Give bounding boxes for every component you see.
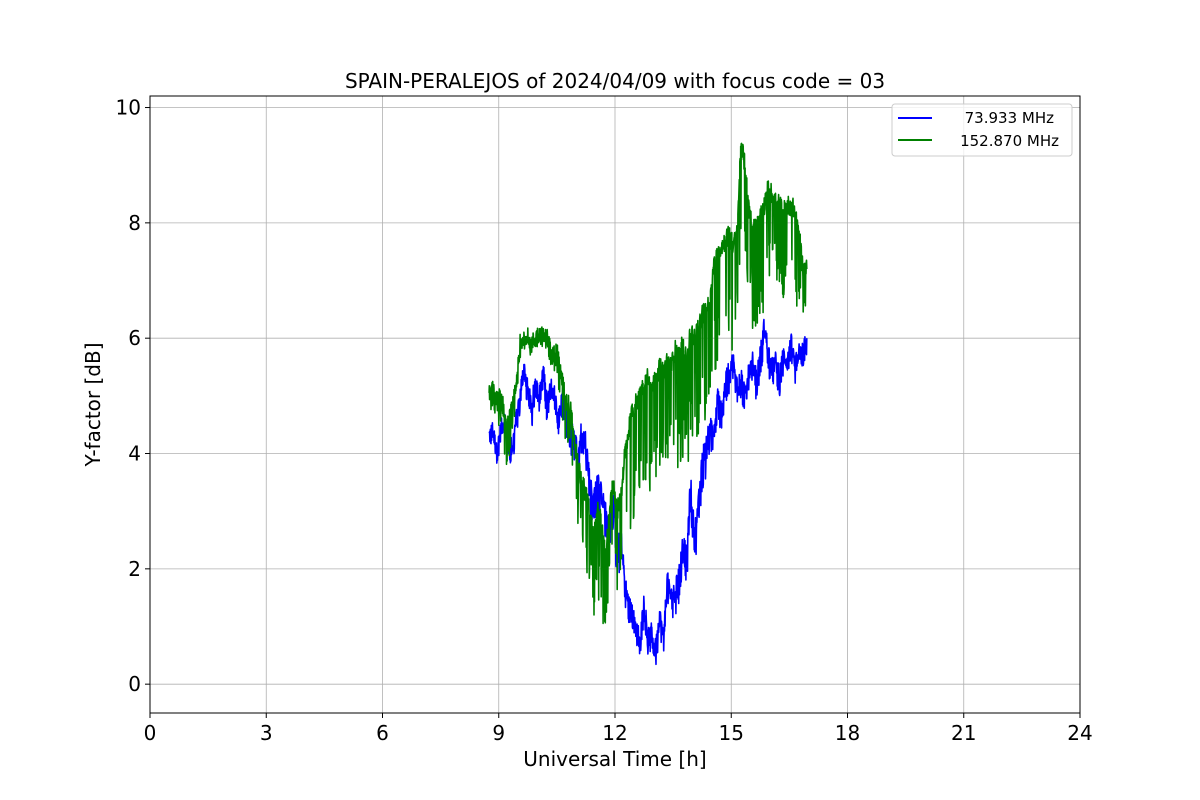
x-tick-label: 3 bbox=[260, 721, 273, 745]
legend-label-73933: 73.933 MHz bbox=[965, 109, 1054, 127]
series-line-0 bbox=[488, 318, 808, 666]
y-tick-label: 2 bbox=[128, 557, 141, 581]
legend-label-152870: 152.870 MHz bbox=[960, 132, 1059, 150]
x-tick-label: 12 bbox=[602, 721, 627, 745]
y-tick-label: 0 bbox=[128, 672, 141, 696]
y-tick-label: 4 bbox=[128, 442, 141, 466]
x-tick-label: 21 bbox=[951, 721, 976, 745]
x-tick-label: 0 bbox=[144, 721, 157, 745]
chart-title: SPAIN-PERALEJOS of 2024/04/09 with focus… bbox=[345, 69, 885, 93]
series-layer bbox=[488, 142, 808, 666]
y-axis-label: Y-factor [dB] bbox=[81, 342, 105, 467]
series-line-1 bbox=[488, 142, 808, 625]
x-axis-label: Universal Time [h] bbox=[523, 747, 706, 771]
x-tick-label: 15 bbox=[719, 721, 744, 745]
legend-box bbox=[891, 103, 1073, 157]
x-tick-label: 6 bbox=[376, 721, 389, 745]
x-tick-label: 24 bbox=[1067, 721, 1092, 745]
y-tick-label: 10 bbox=[116, 96, 141, 120]
legend: 73.933 MHz 152.870 MHz bbox=[891, 103, 1073, 157]
x-tick-label: 18 bbox=[835, 721, 860, 745]
y-tick-label: 8 bbox=[128, 211, 141, 235]
x-tick-label: 9 bbox=[492, 721, 505, 745]
y-tick-label: 6 bbox=[128, 326, 141, 350]
